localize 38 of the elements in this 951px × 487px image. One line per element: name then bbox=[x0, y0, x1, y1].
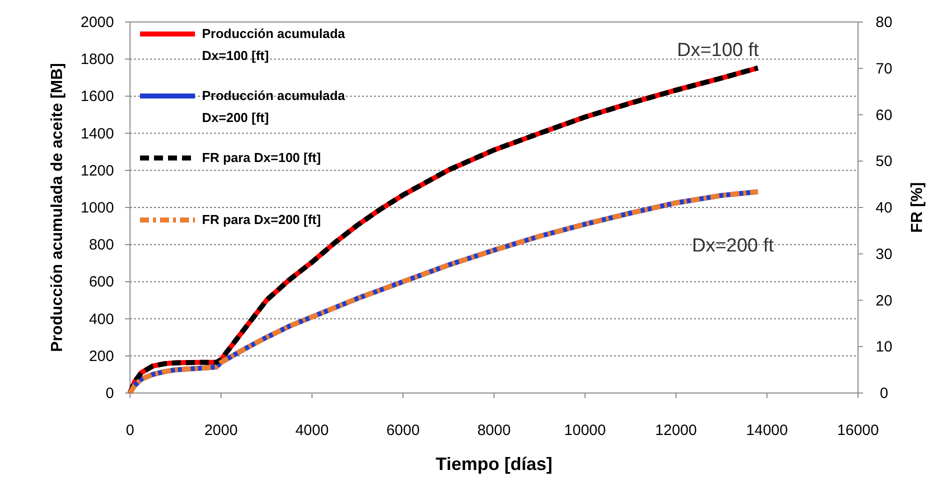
y-tick-label: 2000 bbox=[80, 14, 114, 31]
legend-label: FR para Dx=200 [ft] bbox=[202, 212, 321, 227]
x-tick-label: 6000 bbox=[386, 422, 420, 439]
legend-label: Producción acumulada Dx=100 [ft] bbox=[202, 26, 346, 63]
y-tick-label: 200 bbox=[88, 348, 114, 365]
y-tick-label: 0 bbox=[106, 385, 114, 402]
y-tick-label: 1800 bbox=[80, 51, 114, 68]
y2-tick-label: 50 bbox=[876, 153, 892, 170]
legend-label: Producción acumulada Dx=200 [ft] bbox=[202, 88, 346, 125]
y-tick-label: 600 bbox=[88, 274, 114, 291]
x-tick-label: 16000 bbox=[837, 422, 879, 439]
y-tick-label: 400 bbox=[88, 310, 114, 328]
legend-label: FR para Dx=100 [ft] bbox=[202, 150, 321, 165]
y2-tick-label: 10 bbox=[876, 338, 892, 356]
y2-tick-label: 0 bbox=[880, 385, 888, 402]
y2-axis-title: FR [%] bbox=[909, 182, 926, 233]
x-tick-label: 0 bbox=[126, 422, 134, 439]
x-tick-label: 10000 bbox=[564, 422, 606, 439]
y2-tick-label: 80 bbox=[876, 14, 892, 31]
y-tick-label: 1400 bbox=[80, 125, 114, 142]
y-tick-label: 1200 bbox=[80, 162, 114, 180]
y-tick-label: 1600 bbox=[80, 88, 114, 106]
y2-tick-label: 70 bbox=[876, 60, 892, 78]
y2-tick-label: 20 bbox=[876, 292, 892, 310]
y2-tick-label: 30 bbox=[876, 246, 892, 263]
annotation: Dx=200 ft bbox=[692, 236, 775, 257]
x-tick-label: 4000 bbox=[295, 422, 329, 439]
x-tick-label: 12000 bbox=[655, 422, 697, 439]
y2-tick-label: 60 bbox=[876, 106, 892, 124]
y2-tick-label: 40 bbox=[876, 200, 892, 216]
y-tick-label: 1000 bbox=[80, 200, 114, 216]
x-tick-label: 14000 bbox=[746, 422, 788, 439]
x-axis-title: Tiempo [días] bbox=[436, 454, 552, 474]
y-tick-label: 800 bbox=[88, 236, 114, 254]
annotation: Dx=100 ft bbox=[676, 40, 760, 62]
x-tick-label: 8000 bbox=[477, 422, 511, 439]
x-tick-label: 2000 bbox=[204, 422, 238, 439]
y-axis-title: Producción acumulada de aceite [MB] bbox=[49, 63, 66, 352]
